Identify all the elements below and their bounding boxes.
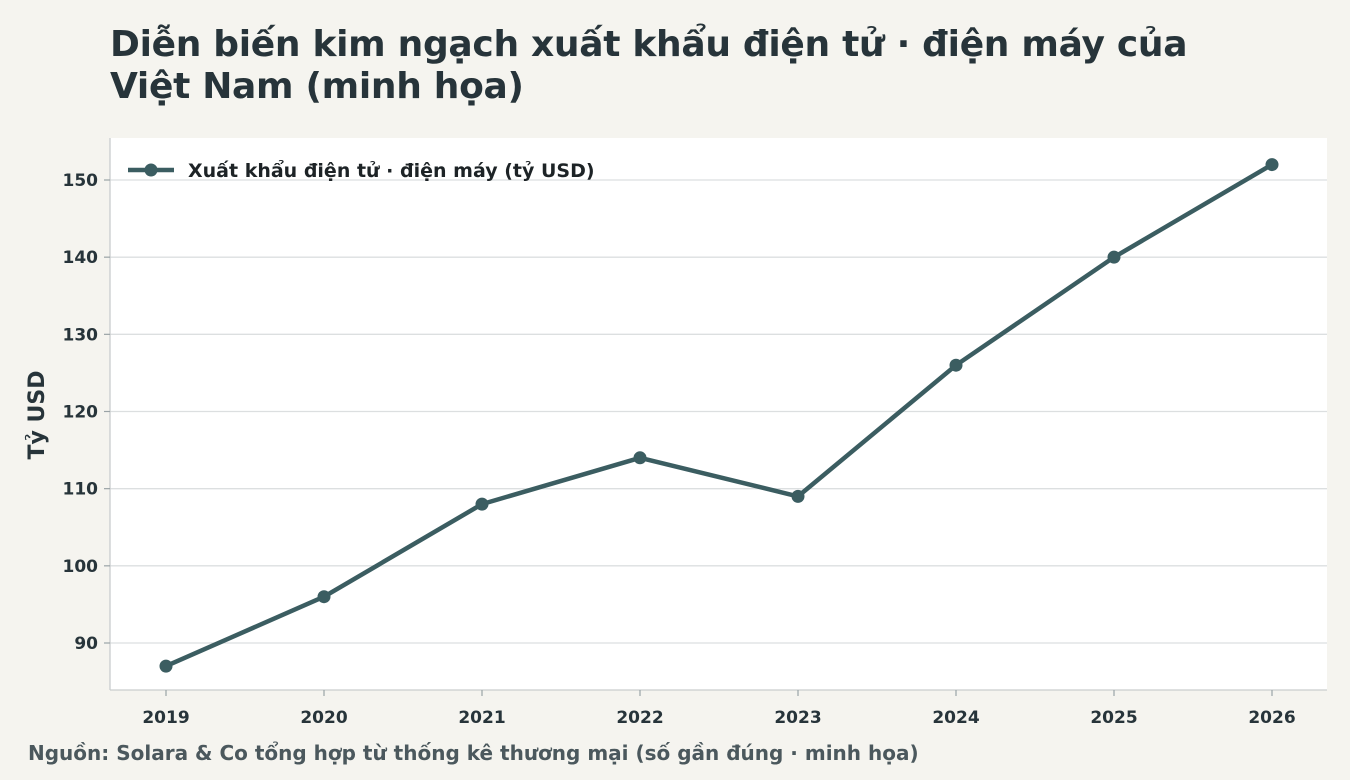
y-tick-label-140: 140 bbox=[63, 248, 99, 268]
legend-entry-label: Xuất khẩu điện tử · điện máy (tỷ USD) bbox=[188, 159, 595, 182]
plot-area bbox=[110, 138, 1327, 690]
tick-labels: 90 100 110 120 130 140 150 2019 2020 2021 2022 2023… bbox=[63, 171, 1296, 728]
y-tick-label-100: 100 bbox=[63, 557, 99, 577]
y-tick-label-130: 130 bbox=[63, 325, 99, 345]
data-point-2019 bbox=[159, 659, 173, 673]
x-tick-label-2019: 2019 bbox=[142, 708, 189, 728]
series-line-0 bbox=[163, 162, 1275, 669]
x-tick-label-2026: 2026 bbox=[1248, 708, 1295, 728]
gridlines bbox=[110, 179, 1327, 644]
legend-marker-swatch bbox=[144, 163, 158, 177]
chart-title: Diễn biến kim ngạch xuất khẩu điện tử · … bbox=[110, 24, 1188, 107]
data-point-2021 bbox=[475, 497, 489, 511]
data-point-2025 bbox=[1107, 250, 1121, 264]
x-tick-label-2020: 2020 bbox=[300, 708, 347, 728]
x-tick-label-2025: 2025 bbox=[1090, 708, 1137, 728]
x-tick-label-2024: 2024 bbox=[932, 708, 979, 728]
source-note: Nguồn: Solara & Co tổng hợp từ thống kê … bbox=[28, 741, 919, 765]
x-tick-label-2021: 2021 bbox=[458, 708, 505, 728]
data-point-2020 bbox=[317, 590, 331, 604]
y-tick-label-90: 90 bbox=[74, 634, 98, 654]
series-group bbox=[159, 158, 1279, 673]
y-tick-label-110: 110 bbox=[63, 480, 99, 500]
legend: Xuất khẩu điện tử · điện máy (tỷ USD) bbox=[128, 159, 595, 182]
y-axis-label: Tỷ USD bbox=[25, 371, 50, 460]
data-point-2026 bbox=[1265, 158, 1279, 172]
x-tick-label-2022: 2022 bbox=[616, 708, 663, 728]
data-point-2024 bbox=[949, 358, 963, 372]
data-point-2023 bbox=[791, 489, 805, 503]
x-tick-label-2023: 2023 bbox=[774, 708, 821, 728]
axes bbox=[109, 138, 1327, 691]
data-point-2022 bbox=[633, 451, 647, 465]
y-tick-label-120: 120 bbox=[63, 403, 99, 423]
y-tick-label-150: 150 bbox=[63, 171, 99, 191]
